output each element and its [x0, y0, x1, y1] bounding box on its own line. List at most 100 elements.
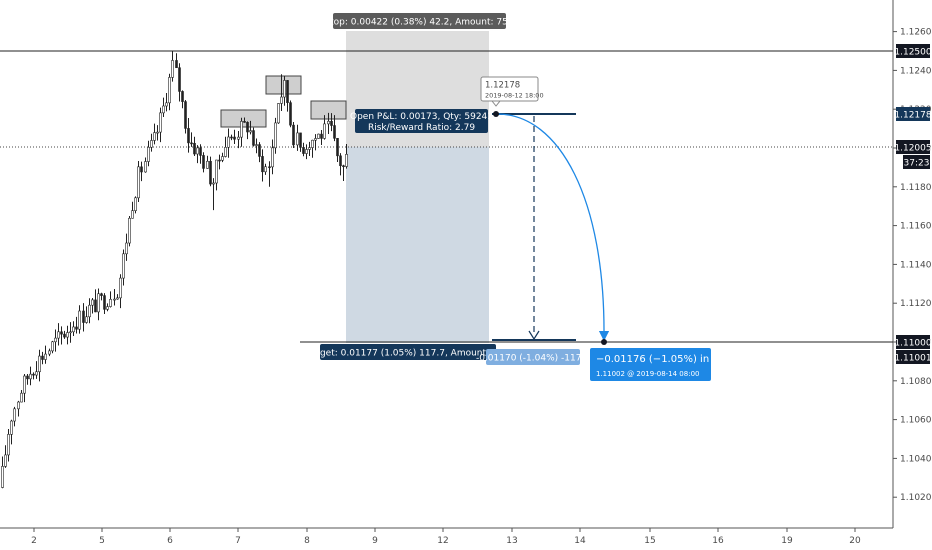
candle-body	[339, 155, 342, 167]
candle-body	[106, 306, 109, 310]
candle-body	[23, 375, 26, 394]
stop-label: Stop: 0.00422 (0.38%) 42.2, Amount: 750	[324, 13, 514, 29]
candle-body	[261, 156, 264, 173]
candle-body	[221, 156, 224, 161]
candle-body	[94, 299, 97, 313]
candle-body	[193, 142, 196, 155]
candle-body	[150, 140, 153, 148]
profit-target-zone	[346, 147, 489, 343]
x-tick-label: 9	[372, 536, 378, 546]
candle-body	[97, 293, 100, 313]
candle-body	[286, 80, 289, 103]
candle-body	[26, 375, 29, 380]
candle-body	[100, 293, 103, 296]
candle-body	[13, 408, 16, 422]
x-tick-label: 2	[31, 536, 37, 546]
candle-body	[119, 277, 122, 299]
x-tick-label: 20	[849, 536, 861, 546]
pnl-line-2: Risk/Reward Ratio: 2.79	[368, 123, 475, 133]
candle-body	[305, 149, 308, 154]
pattern-box-1[interactable]	[220, 109, 267, 128]
candle-body	[131, 210, 134, 219]
price-tag-projected: 1.11001	[894, 350, 932, 364]
measure-arrowhead	[528, 330, 540, 341]
candle-body	[48, 350, 51, 355]
candle-body	[184, 101, 187, 129]
candle-body	[122, 253, 125, 279]
candle-body	[323, 123, 326, 139]
y-tick-label: 1.11200	[900, 299, 932, 309]
candle-body	[156, 131, 159, 134]
candle-body	[264, 166, 267, 173]
candle-body	[233, 136, 236, 140]
candle-body	[246, 122, 249, 133]
candle-body	[178, 67, 181, 92]
candle-body	[147, 146, 150, 162]
candle-body	[128, 217, 131, 244]
y-tick-label: 1.11800	[900, 183, 932, 193]
y-tick-label: 1.12400	[900, 66, 932, 76]
candle-body	[296, 132, 299, 146]
price-tag-resistance-text: 1.12500	[894, 48, 931, 58]
candle-body	[317, 133, 320, 139]
candle-body	[327, 120, 330, 125]
candle-body	[144, 161, 147, 173]
candle-body	[202, 155, 205, 169]
candle-body	[280, 96, 283, 104]
x-tick-label: 19	[781, 536, 793, 546]
x-tick-label: 6	[167, 536, 173, 546]
candle-body	[345, 154, 348, 167]
candle-body	[302, 147, 305, 154]
projection-line-2: 1.11002 @ 2019-08-14 08:00	[596, 370, 699, 378]
measure-label: -0.01170 (-1.04%) -117.0	[476, 349, 590, 365]
candle-body	[116, 297, 119, 300]
x-tick-label: 7	[235, 536, 241, 546]
candle-body	[69, 331, 72, 334]
candle-body	[277, 103, 280, 124]
candle-body	[289, 102, 292, 126]
candle-body	[274, 122, 277, 149]
candle-body	[333, 125, 336, 139]
price-tag-entry-text: 1.12178	[894, 111, 931, 121]
candle-body	[308, 147, 311, 150]
projection-end-point[interactable]	[601, 339, 607, 345]
candle-body	[283, 80, 286, 98]
candle-body	[20, 392, 23, 403]
candle-body	[113, 298, 116, 301]
candle-body	[137, 166, 140, 199]
candle-body	[51, 341, 54, 352]
candle-body	[38, 355, 41, 373]
candle-body	[199, 147, 202, 156]
candle-body	[66, 332, 69, 338]
candle-body	[103, 295, 106, 310]
candle-body	[215, 159, 218, 184]
x-tick-label: 14	[574, 536, 586, 546]
price-tag-countdown-text: 37:23	[904, 159, 930, 169]
entry-tooltip-price: 1.12178	[485, 81, 520, 91]
candle-body	[7, 434, 10, 456]
candle-body	[57, 331, 60, 339]
y-tick-label: 1.11600	[900, 222, 932, 232]
candle-body	[224, 146, 227, 157]
candle-body	[209, 160, 212, 185]
candle-body	[159, 112, 162, 133]
y-tick-label: 1.10800	[900, 377, 932, 387]
candle-body	[268, 166, 271, 169]
candle-body	[4, 454, 7, 467]
candle-body	[168, 77, 171, 104]
x-tick-label: 5	[99, 536, 105, 546]
candle-body	[252, 130, 255, 146]
candle-body	[125, 242, 128, 255]
candle-body	[187, 128, 190, 144]
projection-curve[interactable]	[496, 113, 610, 342]
measure-label-text: -0.01170 (-1.04%) -117.0	[476, 354, 590, 364]
candle-body	[206, 160, 209, 169]
entry-point[interactable]	[493, 111, 499, 117]
target-label-text: Target: 0.01177 (1.05%) 117.7, Amount: 7…	[306, 349, 509, 359]
candle-body	[41, 355, 44, 360]
y-tick-label: 1.12600	[900, 28, 932, 38]
candle-body	[171, 60, 174, 78]
candle-body	[32, 373, 35, 376]
